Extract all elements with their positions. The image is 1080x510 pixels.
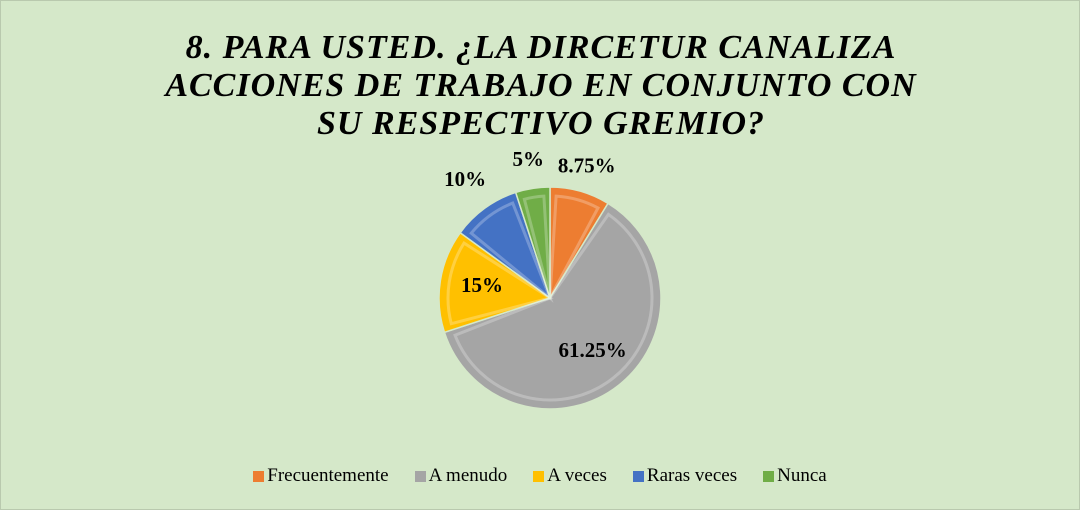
slice-highlight xyxy=(469,201,554,303)
chart-title: 8. PARA USTED. ¿LA DIRCETUR CANALIZA ACC… xyxy=(165,29,917,142)
legend-swatch xyxy=(414,470,426,482)
legend-item: A menudo xyxy=(414,465,508,487)
legend-label: Frecuentemente xyxy=(267,465,389,486)
legend-item: Frecuentemente xyxy=(253,465,389,487)
data-label: 8.75% xyxy=(558,153,616,177)
data-label: 61.25% xyxy=(558,338,626,362)
legend-swatch xyxy=(533,470,545,482)
legend-swatch xyxy=(763,470,775,482)
legend-label: Raras veces xyxy=(646,465,738,486)
legend-item: Nunca xyxy=(763,465,827,487)
legend-item: A veces xyxy=(533,465,607,487)
slice-highlight xyxy=(446,241,554,326)
legend-label: A veces xyxy=(547,465,607,486)
slice xyxy=(443,202,662,410)
legend-swatch xyxy=(253,470,265,482)
slice-group xyxy=(514,186,552,299)
slice-highlight xyxy=(453,212,654,402)
slice xyxy=(514,186,551,299)
slice-highlight xyxy=(548,194,601,299)
slice-group xyxy=(438,231,554,334)
legend: Frecuentemente A menudo A veces Raras veces… xyxy=(1,465,1079,487)
slice-group xyxy=(443,202,662,410)
data-label: 15% xyxy=(461,273,503,297)
data-label: 10% xyxy=(444,167,486,191)
legend-label: Nunca xyxy=(777,465,827,486)
legend-label: A menudo xyxy=(428,465,508,486)
legend-swatch xyxy=(632,470,644,482)
legend-item: Raras veces xyxy=(632,465,738,487)
data-label: 5% xyxy=(513,147,545,171)
slice xyxy=(438,231,552,334)
slice-highlight xyxy=(522,194,552,299)
